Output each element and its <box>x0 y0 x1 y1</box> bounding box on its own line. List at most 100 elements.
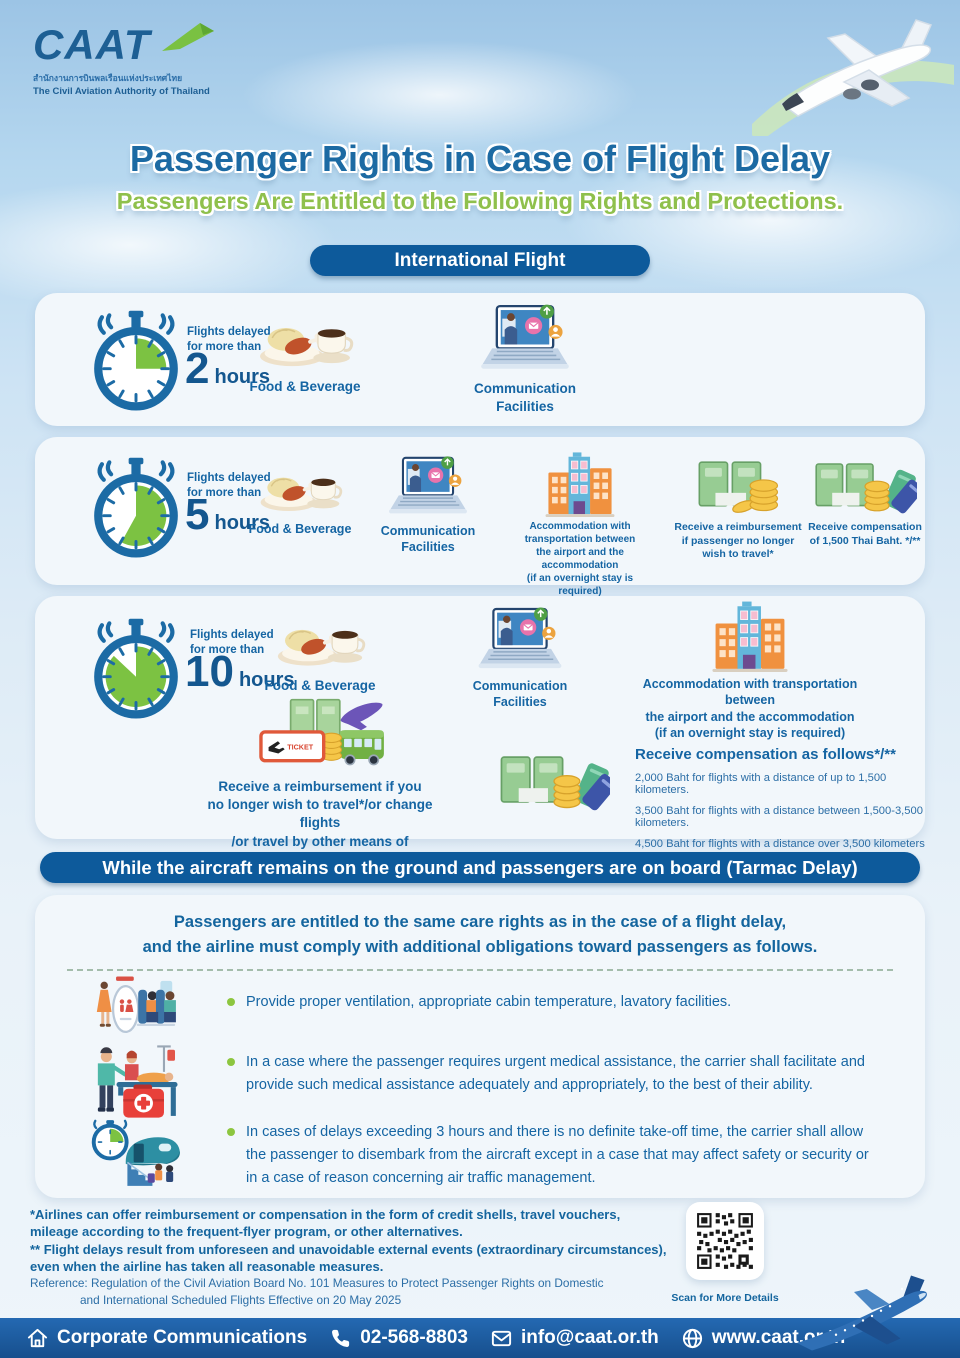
food-beverage-icon <box>252 461 348 517</box>
compensation-tier: 4,500 Baht for flights with a distance o… <box>635 838 925 850</box>
right-item-travel-change <box>247 698 397 776</box>
hours-value: 5 <box>185 490 210 539</box>
food-beverage-icon <box>268 612 372 672</box>
contact-footer: Corporate Communications 02-568-8803 inf… <box>0 1318 960 1358</box>
food-beverage-icon <box>249 309 361 373</box>
right-item-communication: Communication Facilities <box>455 606 585 711</box>
qr-code-icon <box>695 1211 755 1271</box>
delay-card-2-hours: Flights delayed for more than 2 hours Fo… <box>35 293 925 426</box>
phone-icon <box>332 1329 350 1347</box>
cloud-decoration <box>240 40 640 150</box>
home-icon <box>27 1328 48 1347</box>
footer-department-label: Corporate Communications <box>57 1327 308 1348</box>
dashed-divider <box>67 969 893 971</box>
disembark-icon <box>82 1117 190 1189</box>
medical-assistance-icon <box>84 1043 188 1121</box>
footnote-single-star: *Airlines can offer reimbursement or com… <box>30 1207 621 1240</box>
mail-icon <box>491 1330 512 1346</box>
reimbursement-money-icon <box>692 459 784 517</box>
delay-hours: 10 hours <box>185 650 295 694</box>
reference-text: and International Scheduled Flights Effe… <box>80 1293 402 1307</box>
cabin-comfort-icon <box>84 975 188 1043</box>
right-item-food: Food & Beverage <box>240 461 360 537</box>
delay-card-10-hours: Flights delayed for more than 10 hours F… <box>35 596 925 867</box>
bullet-icon-disembark <box>77 1117 195 1194</box>
footer-phone: 02-568-8803 <box>329 1327 468 1350</box>
right-item-label: Accommodation with transportation betwee… <box>642 677 858 740</box>
tarmac-delay-card: Passengers are entitled to the same care… <box>35 895 925 1198</box>
communication-facilities-icon <box>475 303 575 375</box>
compensation-details: Receive compensation as follows*/** 2,00… <box>635 746 927 850</box>
accommodation-icon <box>543 451 617 517</box>
tarmac-intro: Passengers are entitled to the same care… <box>142 913 818 956</box>
right-item-label: Food & Beverage <box>248 522 352 536</box>
stopwatch-icon <box>90 308 182 411</box>
compensation-title: Receive compensation as follows*/** <box>635 746 896 763</box>
right-item-label: Accommodation with transportation betwee… <box>524 521 636 597</box>
right-item-communication: Communication Facilities <box>366 455 490 556</box>
logo-thai-name: สำนักงานการบินพลเรือนแห่งประเทศไทย <box>33 73 183 83</box>
bullet-dot <box>227 1128 235 1136</box>
right-item-label: Receive a reimbursement if passenger no … <box>674 521 802 561</box>
right-item-reimbursement: Receive a reimbursement if passenger no … <box>672 459 804 562</box>
hours-value: 10 <box>185 647 234 696</box>
delay-note: Flights delayed for more than <box>190 629 274 656</box>
bullet-dot <box>227 1058 235 1066</box>
blue-airplane-icon <box>797 1275 927 1351</box>
tarmac-bullet: In a case where the passenger requires u… <box>227 1051 937 1097</box>
right-item-label: Receive compensation of 1,500 Thai Baht.… <box>808 521 922 547</box>
caat-logo: CAAT สำนักงานการบินพลเรือนแห่งประเทศไทย … <box>33 21 253 97</box>
delay-hours: 5 hours <box>185 493 270 537</box>
hours-unit: hours <box>238 669 295 691</box>
right-item-food: Food & Beverage <box>220 309 390 396</box>
page-subtitle: Passengers Are Entitled to the Following… <box>116 188 844 214</box>
footnote-double-star: ** Flight delays result from unforeseen … <box>30 1242 667 1275</box>
tarmac-bullet: Provide proper ventilation, appropriate … <box>227 991 937 1014</box>
right-item-communication: Communication Facilities <box>425 303 625 415</box>
right-item-accommodation: Accommodation with transportation betwee… <box>505 451 655 598</box>
qr-caption: Scan for More Details <box>671 1292 779 1304</box>
footer-email-address: info@caat.or.th <box>520 1327 659 1348</box>
reference-text: Reference: Regulation of the Civil Aviat… <box>30 1276 604 1290</box>
compensation-tier: 3,500 Baht for flights with a distance b… <box>635 805 923 829</box>
right-item-compensation: Receive compensation of 1,500 Thai Baht.… <box>807 459 923 548</box>
communication-facilities-icon <box>474 606 566 674</box>
footer-department: Corporate Communications <box>26 1327 307 1350</box>
delay-note: Flights delayed for more than <box>187 326 271 353</box>
airplane-photo-icon <box>752 19 954 136</box>
hours-value: 2 <box>185 344 210 393</box>
right-item-compensation <box>490 752 618 814</box>
compensation-tier: 2,000 Baht for flights with a distance o… <box>635 772 887 796</box>
footer-phone-number: 02-568-8803 <box>360 1327 468 1348</box>
hours-unit: hours <box>214 366 271 388</box>
caat-logo-text: CAAT <box>33 21 151 68</box>
delay-hours: 2 hours <box>185 347 270 391</box>
bullet-icon-medical <box>77 1043 195 1126</box>
logo-arrow-icon <box>162 23 214 51</box>
tarmac-bullet: In cases of delays exceeding 3 hours and… <box>227 1121 937 1191</box>
cloud-decoration <box>0 180 340 310</box>
hours-unit: hours <box>214 512 271 534</box>
right-item-label: Food & Beverage <box>264 678 376 693</box>
right-item-label: Food & Beverage <box>249 379 361 394</box>
delay-note: Flights delayed for more than <box>187 472 271 499</box>
accommodation-icon <box>710 600 790 672</box>
right-item-label: Communication Facilities <box>380 524 476 555</box>
compensation-money-icon <box>496 752 612 814</box>
tarmac-delay-banner: While the aircraft remains on the ground… <box>40 852 920 883</box>
communication-facilities-icon <box>384 455 472 519</box>
bullet-icon-cabin <box>77 975 195 1048</box>
footer-email: info@caat.or.th <box>490 1327 659 1350</box>
ticket-bus-plane-icon <box>257 698 387 776</box>
delay-card-5-hours: Flights delayed for more than 5 hours Fo… <box>35 437 925 597</box>
stopwatch-icon <box>90 616 182 719</box>
bullet-dot <box>227 998 235 1006</box>
bullet-text: In cases of delays exceeding 3 hours and… <box>246 1124 869 1187</box>
globe-icon <box>682 1328 702 1348</box>
right-item-label: Communication Facilities <box>472 679 568 710</box>
bullet-text: Provide proper ventilation, appropriate … <box>246 994 732 1010</box>
stopwatch-icon <box>90 455 182 558</box>
right-item-food: Food & Beverage <box>250 612 390 695</box>
right-item-accommodation: Accommodation with transportation betwee… <box>630 600 870 741</box>
